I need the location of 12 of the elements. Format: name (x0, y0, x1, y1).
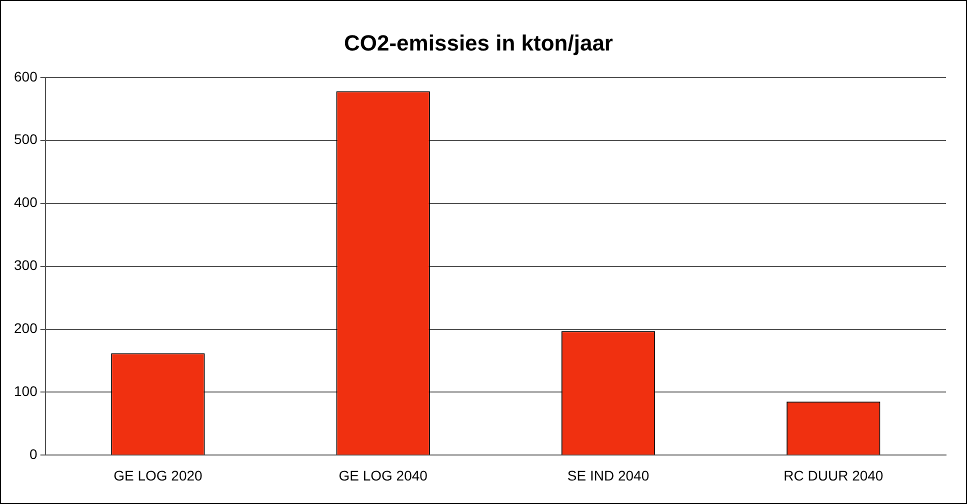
y-tick-label: 100 (14, 383, 38, 400)
y-tick-label: 500 (14, 131, 38, 148)
x-tick-label: RC DUUR 2040 (784, 467, 884, 484)
chart-title: CO2-emissies in kton/jaar (344, 30, 614, 56)
y-tick-label: 0 (30, 446, 38, 462)
y-tick-label: 300 (14, 257, 38, 274)
y-tick-label: 200 (14, 320, 38, 336)
x-tick-label: SE IND 2040 (567, 467, 650, 484)
x-tick-label: GE LOG 2040 (338, 467, 428, 484)
x-tick-label: GE LOG 2020 (114, 467, 203, 484)
y-tick-label: 600 (14, 68, 38, 84)
y-tick-label: 400 (14, 194, 38, 210)
